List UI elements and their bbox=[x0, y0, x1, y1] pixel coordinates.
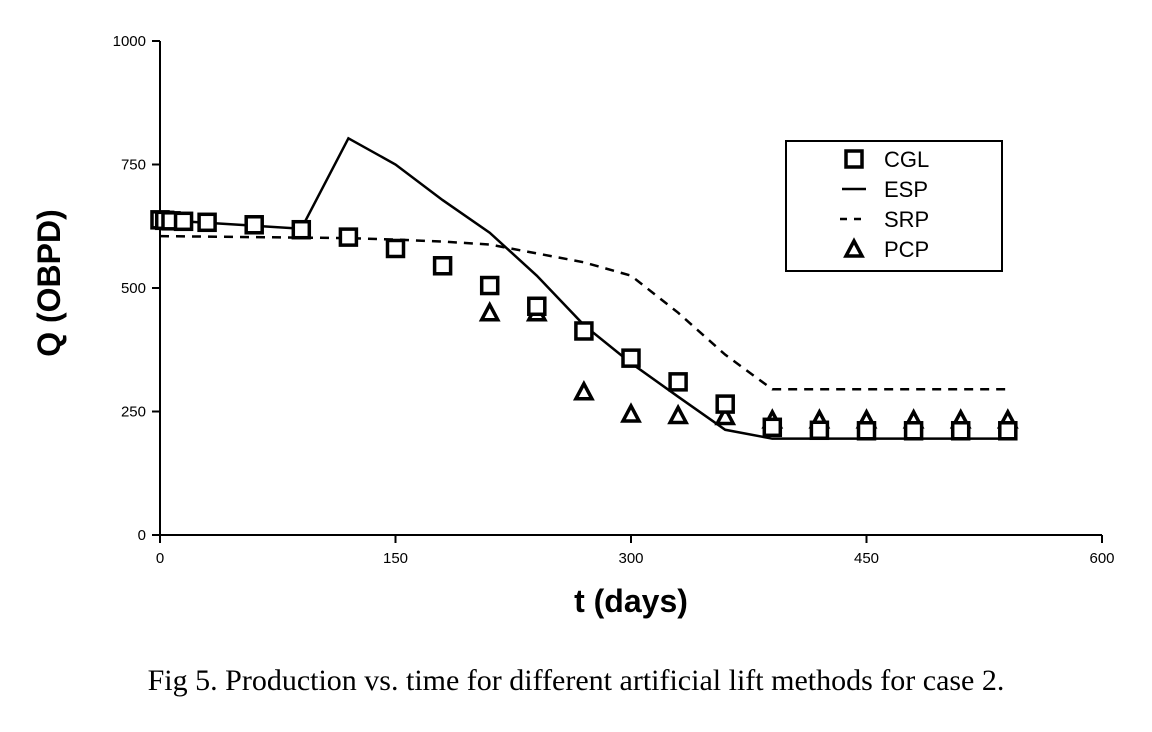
x-axis-title: t (days) bbox=[574, 583, 688, 619]
legend: CGL ESP SRP PCP bbox=[785, 140, 1003, 272]
figure-caption: Fig 5. Production vs. time for different… bbox=[147, 664, 1005, 697]
data-point-cgl bbox=[479, 275, 500, 296]
x-tick-label: 300 bbox=[618, 550, 643, 567]
data-point-cgl bbox=[197, 212, 217, 233]
legend-box bbox=[785, 140, 1003, 272]
data-point-cgl bbox=[173, 211, 194, 232]
series-pcp bbox=[478, 300, 1019, 429]
legend-item-esp: ESP bbox=[842, 177, 928, 202]
data-point-cgl bbox=[809, 420, 830, 441]
data-point-pcp bbox=[620, 402, 642, 423]
data-point-pcp bbox=[714, 404, 737, 426]
x-tick-label: 450 bbox=[854, 550, 879, 567]
axes: 0 250 500 750 1000 0 150 300 450 600 t (days) Q (OB… bbox=[31, 33, 1115, 619]
y-tick-label: 1000 bbox=[113, 33, 146, 50]
data-point-cgl bbox=[903, 421, 924, 441]
series-layer bbox=[150, 136, 1019, 441]
y-axis-title: Q (OBPD) bbox=[31, 209, 67, 357]
data-point-cgl bbox=[574, 321, 594, 341]
data-point-cgl bbox=[527, 296, 547, 317]
legend-item-srp: SRP bbox=[840, 207, 929, 232]
y-tick-label: 0 bbox=[138, 527, 146, 544]
y-tick-label: 750 bbox=[121, 157, 146, 174]
x-tick-label: 600 bbox=[1089, 550, 1114, 567]
legend-symbol-pcp bbox=[843, 237, 865, 258]
data-point-cgl bbox=[338, 227, 359, 247]
legend-label: PCP bbox=[884, 237, 929, 262]
legend-item-cgl: CGL bbox=[844, 147, 929, 172]
data-point-cgl bbox=[432, 256, 453, 276]
data-point-pcp bbox=[667, 403, 690, 425]
data-point-cgl bbox=[291, 219, 312, 240]
data-point-cgl bbox=[998, 421, 1018, 441]
data-point-cgl bbox=[762, 417, 783, 438]
x-tick-label: 150 bbox=[383, 550, 408, 567]
data-point-cgl bbox=[244, 215, 264, 235]
legend-label: SRP bbox=[884, 207, 929, 232]
y-tick-label: 250 bbox=[121, 404, 146, 421]
series-cgl bbox=[150, 210, 1018, 441]
y-tick-label: 500 bbox=[121, 280, 146, 297]
legend-symbol-cgl bbox=[844, 149, 864, 169]
legend-label: ESP bbox=[884, 177, 928, 202]
data-point-pcp bbox=[572, 380, 595, 401]
data-point-cgl bbox=[621, 348, 641, 368]
data-point-cgl bbox=[668, 372, 688, 392]
data-point-pcp bbox=[478, 300, 501, 322]
data-point-cgl bbox=[856, 421, 877, 441]
x-tick-label: 0 bbox=[156, 550, 164, 567]
data-point-cgl bbox=[385, 238, 406, 259]
legend-item-pcp: PCP bbox=[843, 237, 929, 262]
data-point-cgl bbox=[950, 421, 971, 441]
data-point-cgl bbox=[715, 394, 735, 414]
legend-label: CGL bbox=[884, 147, 929, 172]
